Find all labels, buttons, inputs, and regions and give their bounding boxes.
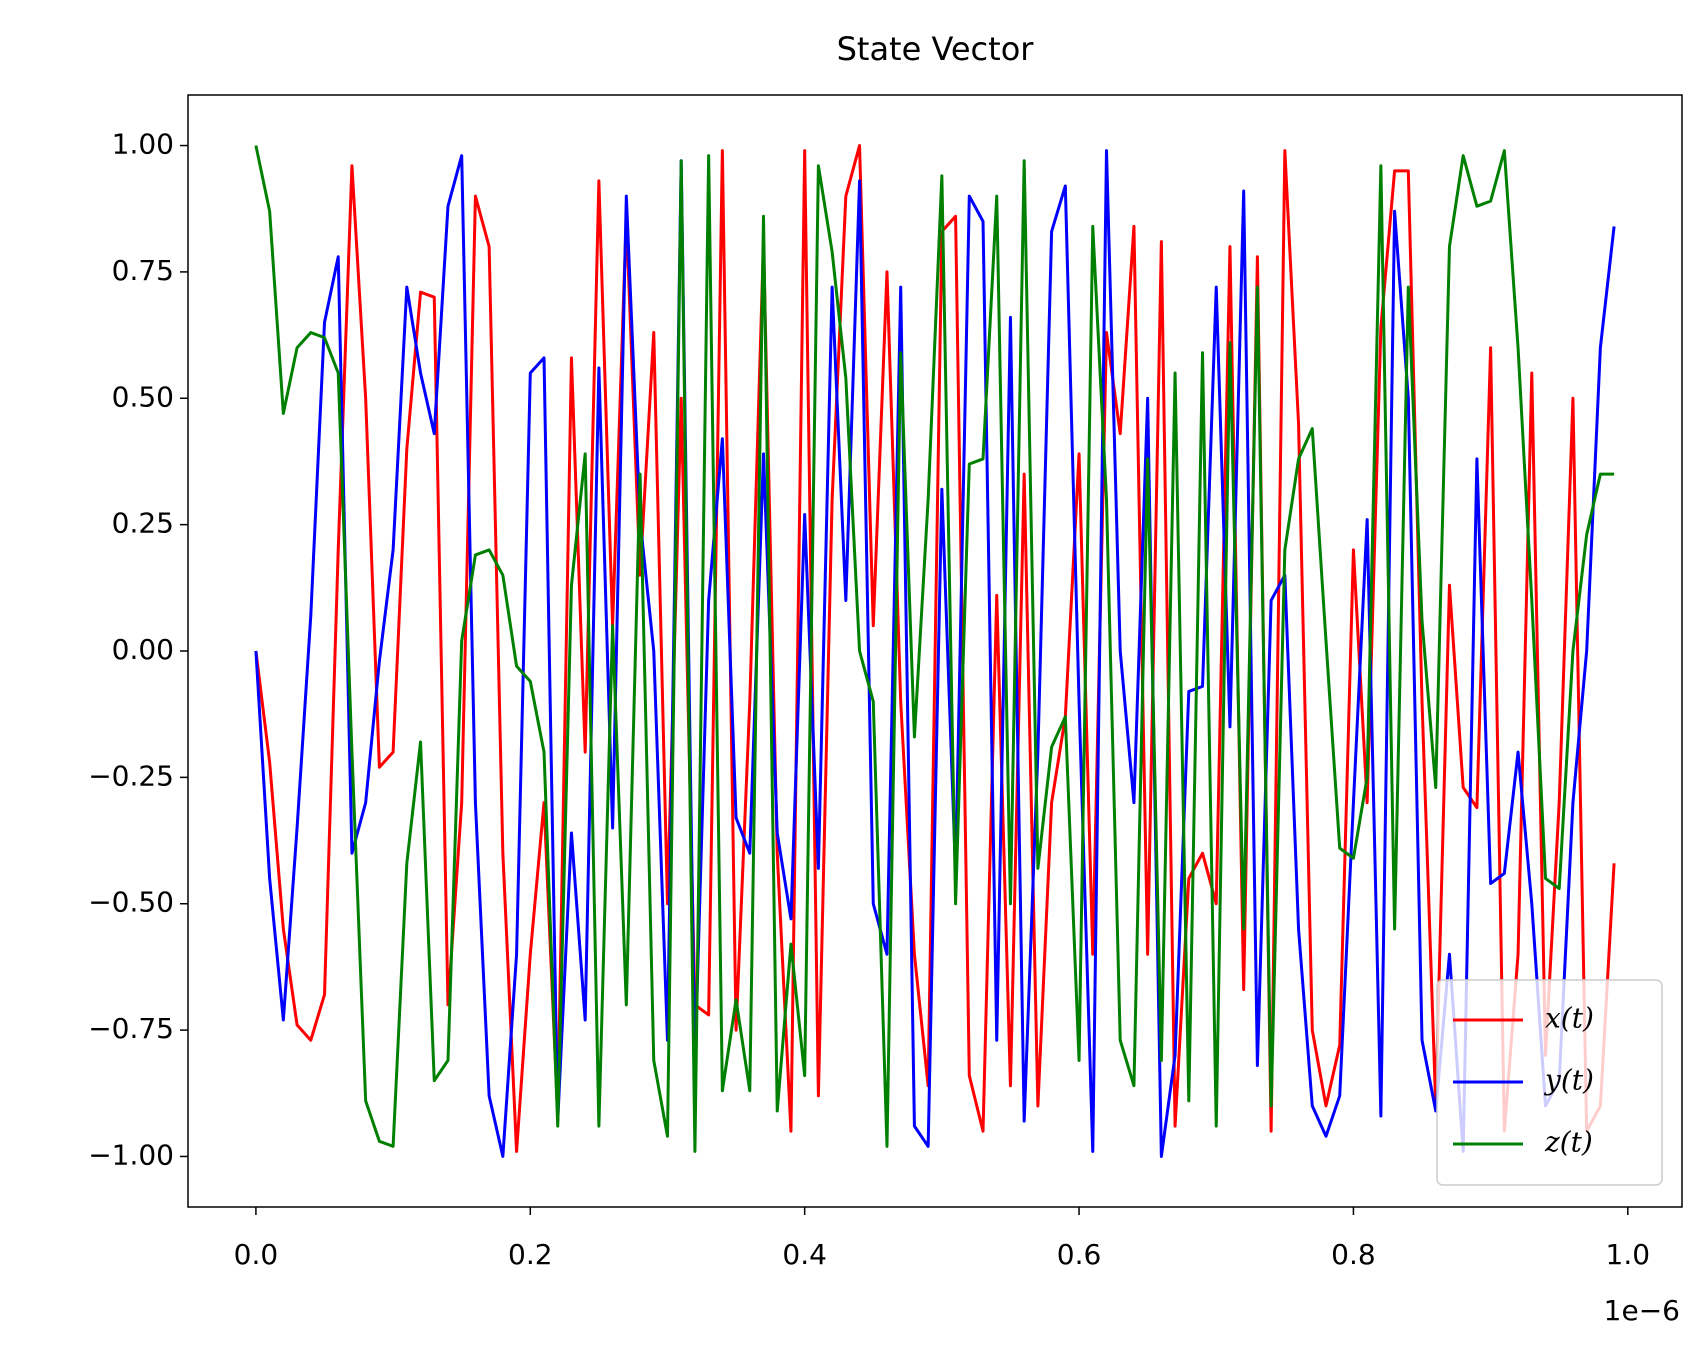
legend-label: z(t): [1544, 1126, 1593, 1159]
legend-box: [1436, 979, 1663, 1186]
x-tick-label: 0.2: [508, 1238, 553, 1271]
chart-title: State Vector: [837, 30, 1035, 68]
y-tick-label: 1.00: [112, 128, 174, 161]
y-tick-label: −0.75: [88, 1012, 174, 1045]
legend-label: x(t): [1545, 1002, 1594, 1035]
x-tick-label: 0.0: [234, 1238, 279, 1271]
series-line: [254, 144, 1616, 1153]
y-tick-label: 0.00: [112, 633, 174, 666]
plot-frame: [187, 94, 1683, 1208]
legend: x(t) y(t) z(t): [1436, 979, 1663, 1186]
x-tick-label: 0.4: [782, 1238, 827, 1271]
x-tick-label: 0.6: [1057, 1238, 1102, 1271]
x-tick-label: 1.0: [1606, 1238, 1651, 1271]
x-tick-label: 0.8: [1331, 1238, 1376, 1271]
series-line: [254, 149, 1616, 1158]
y-tick-label: 0.75: [112, 254, 174, 287]
legend-label: y(t): [1543, 1064, 1594, 1097]
y-tick-label: −0.50: [88, 886, 174, 919]
x-offset-label: 1e−6: [1604, 1294, 1680, 1327]
y-tick-label: −1.00: [88, 1138, 174, 1171]
y-tick-label: −0.25: [88, 759, 174, 792]
series-line: [254, 145, 1615, 1153]
y-tick-label: 0.50: [112, 380, 174, 413]
y-tick-label: 0.25: [112, 507, 174, 540]
